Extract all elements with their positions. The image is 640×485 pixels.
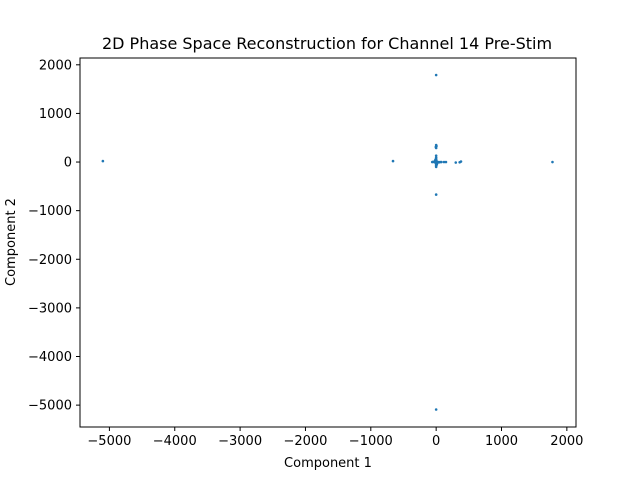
data-point-4 [434,146,438,150]
x-tick-label: −4000 [153,434,197,449]
data-point-39 [434,193,438,196]
x-axis-label: Component 1 [284,456,372,471]
data-point-35 [459,160,463,163]
x-tick-label: 1000 [485,434,518,449]
data-point-5 [434,154,438,158]
x-axis: −5000 −4000 −3000 −2000 −1000 0 1000 2000 [87,427,583,449]
data-point-25 [430,160,434,164]
x-tick-label: −2000 [283,434,327,449]
y-tick-label: −3000 [28,301,72,316]
data-point-37 [101,159,105,163]
y-axis-label: Component 2 [4,198,19,286]
data-point-32 [435,160,438,163]
y-tick-label: 1000 [39,107,72,122]
y-tick-label: 0 [64,156,72,171]
data-point-28 [444,160,448,164]
y-axis: −5000 −4000 −3000 −2000 −1000 0 1000 2000 [28,58,80,414]
data-point-38 [551,160,554,164]
x-tick-label: 2000 [550,434,583,449]
x-tick-label: −3000 [218,434,262,449]
data-point-33 [454,161,458,164]
data-point-27 [442,160,446,164]
plot-area-frame [79,57,577,428]
data-point-26 [440,160,443,164]
data-point-0 [434,73,438,77]
data-point-40 [434,408,438,411]
data-point-15 [434,165,438,169]
y-tick-label: −4000 [28,350,72,365]
x-tick-label: −5000 [87,434,131,449]
data-point-36 [391,159,395,163]
scatter-points [101,73,554,411]
chart-title: 2D Phase Space Reconstruction for Channe… [102,34,552,53]
y-tick-label: −5000 [28,399,72,414]
x-tick-label: 0 [432,434,440,449]
y-tick-label: −1000 [28,204,72,219]
y-tick-label: −2000 [28,253,72,268]
x-tick-label: −1000 [349,434,393,449]
y-tick-label: 2000 [39,58,72,73]
